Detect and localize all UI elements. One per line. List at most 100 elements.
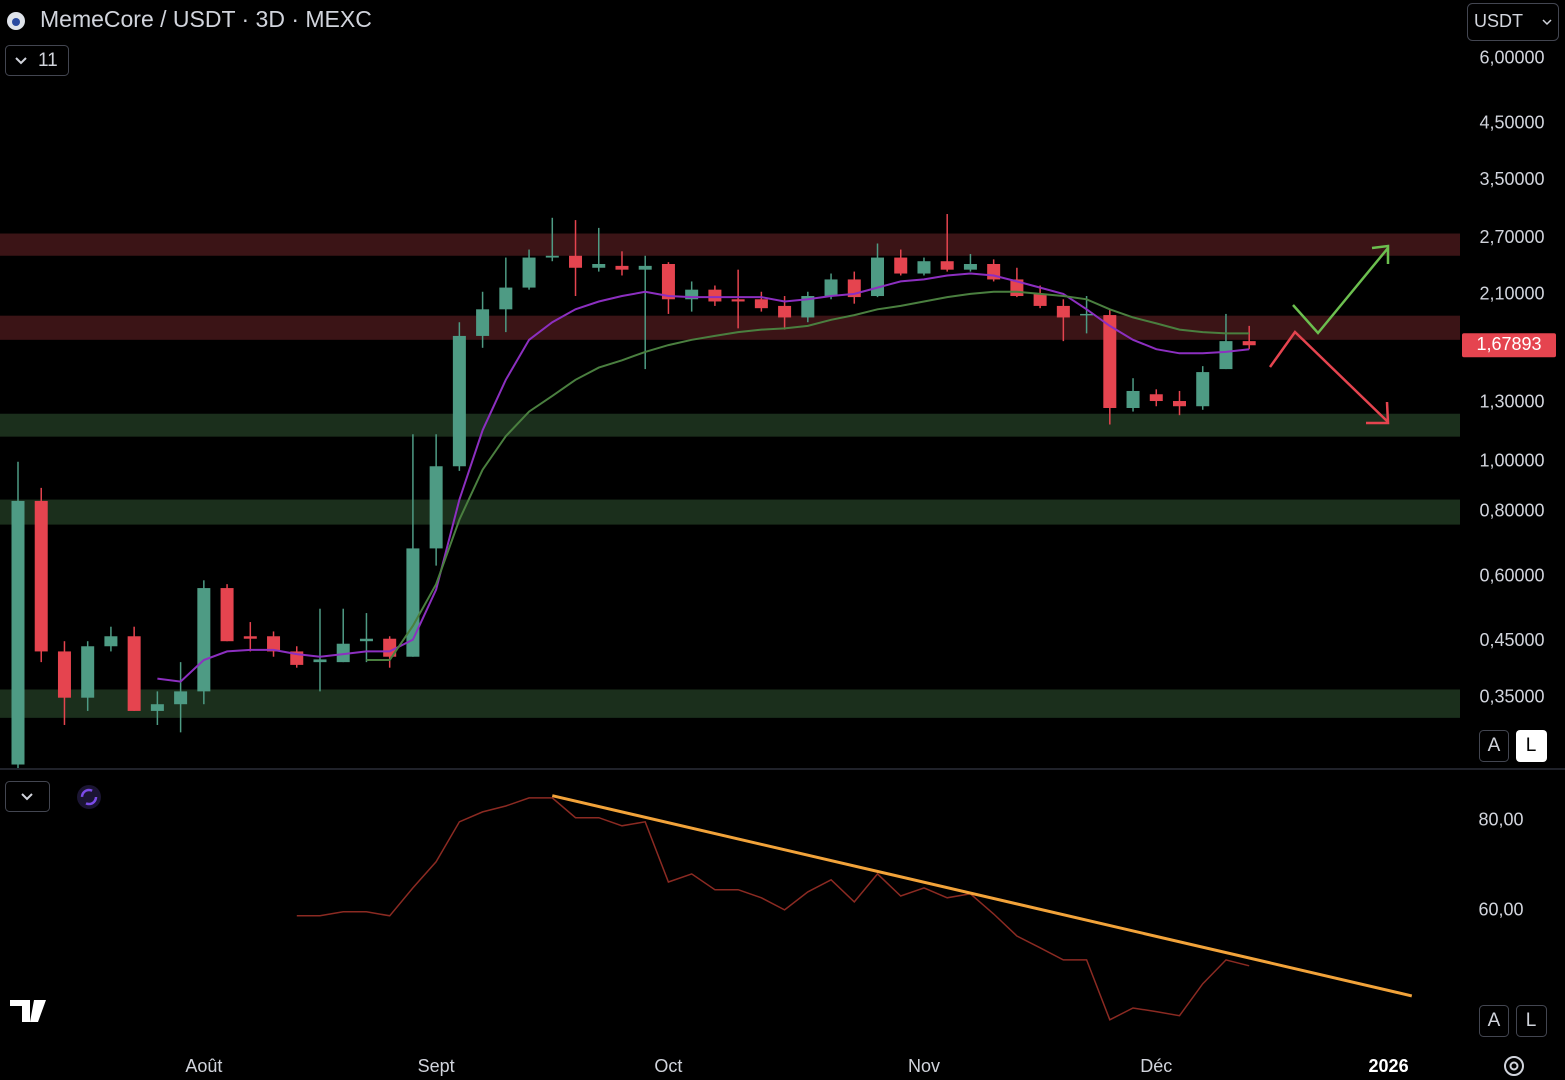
candle-body xyxy=(127,636,141,711)
candle-body xyxy=(1103,315,1117,408)
candle-body xyxy=(801,296,815,318)
candle-body xyxy=(267,636,281,652)
indicator-count: 11 xyxy=(38,50,58,71)
log-scale-button[interactable] xyxy=(1516,1005,1547,1037)
trendline xyxy=(551,794,1413,998)
chevron-icon xyxy=(1542,19,1552,26)
candle-body xyxy=(522,257,536,288)
y-tick-label: 60,00 xyxy=(1478,900,1523,920)
candle-body xyxy=(638,265,652,270)
candle-body xyxy=(150,704,164,711)
candle-body xyxy=(313,659,327,663)
candle-body xyxy=(963,264,977,270)
auto-scale-label: A xyxy=(1488,735,1501,756)
last-price-box xyxy=(1462,333,1556,358)
candle-body xyxy=(197,588,211,692)
last-price-label: 1,67893 xyxy=(1476,334,1541,354)
candle-body xyxy=(1126,390,1140,408)
candle-body xyxy=(1219,341,1233,370)
candle-body xyxy=(476,309,490,336)
candle-body xyxy=(685,289,699,300)
candle-body xyxy=(894,257,908,274)
up-arrow xyxy=(1292,244,1390,335)
x-tick-label: Oct xyxy=(654,1056,682,1076)
y-tick-label: 3,50000 xyxy=(1479,169,1544,189)
candle-body xyxy=(731,299,745,302)
indicator-icon-ring xyxy=(80,788,98,806)
candle-body xyxy=(1196,372,1210,407)
indicator-toggle[interactable] xyxy=(5,45,69,76)
candle-body xyxy=(243,636,257,639)
y-tick-label: 80,00 xyxy=(1478,810,1523,830)
candle-body xyxy=(220,588,234,642)
candle-body xyxy=(778,305,792,318)
rsi-pane xyxy=(296,794,1413,1021)
y-tick-label: 2,70000 xyxy=(1479,227,1544,247)
chevron-icon xyxy=(15,57,27,65)
y-tick-label: 1,30000 xyxy=(1479,391,1544,411)
currency-select[interactable] xyxy=(1467,3,1559,41)
candle-body xyxy=(1080,313,1094,316)
y-tick-label: 4,50000 xyxy=(1479,112,1544,132)
candle-body xyxy=(661,264,675,300)
candle-body xyxy=(429,466,443,549)
x-tick-label: Août xyxy=(185,1056,222,1076)
candle-body xyxy=(615,265,629,270)
x-tick-label: Nov xyxy=(908,1056,940,1076)
auto-scale-label: A xyxy=(1488,1010,1501,1031)
x-tick-label: Sept xyxy=(418,1056,455,1076)
candle-body xyxy=(81,646,95,698)
candle-body xyxy=(545,255,559,258)
y-tick-label: 2,10000 xyxy=(1479,284,1544,304)
zone xyxy=(0,233,1460,256)
candle-body xyxy=(174,691,188,705)
y-tick-label: 0,45000 xyxy=(1479,630,1544,650)
zones xyxy=(0,233,1460,718)
chart-title: MemeCore / USDT · 3D · MEXC xyxy=(40,6,372,32)
auto-scale-button[interactable] xyxy=(1479,1005,1509,1037)
moving-average xyxy=(366,290,1250,661)
candle-body xyxy=(592,264,606,268)
zone xyxy=(0,689,1460,718)
zone xyxy=(0,413,1460,437)
candle-body xyxy=(104,636,118,647)
x-tick-label: 2026 xyxy=(1369,1056,1409,1076)
log-scale-label: L xyxy=(1526,1010,1537,1031)
zone xyxy=(0,315,1460,340)
y-tick-label: 1,00000 xyxy=(1479,450,1544,470)
chevron-icon xyxy=(21,793,33,801)
pane-toggle[interactable] xyxy=(5,781,50,812)
settings-icon-inner xyxy=(1509,1061,1519,1071)
candle-body xyxy=(452,335,466,467)
auto-scale-button[interactable] xyxy=(1479,730,1509,762)
price-pane xyxy=(11,214,1256,768)
candle-body xyxy=(34,500,48,652)
log-scale-button[interactable] xyxy=(1516,730,1547,762)
y-tick-label: 0,80000 xyxy=(1479,501,1544,521)
candle-body xyxy=(1056,305,1070,318)
candle-body xyxy=(11,500,25,765)
candle-body xyxy=(1149,394,1163,402)
candle-body xyxy=(1173,401,1186,407)
candle-body xyxy=(708,289,722,302)
currency-label: USDT xyxy=(1474,11,1523,31)
zone xyxy=(0,499,1460,525)
candle-body xyxy=(499,287,513,310)
y-tick-label: 0,35000 xyxy=(1479,686,1544,706)
settings-icon[interactable] xyxy=(1504,1056,1524,1076)
candle-body xyxy=(940,261,954,270)
log-scale-label: L xyxy=(1526,735,1537,756)
candle-body xyxy=(824,279,838,297)
indicator-icon[interactable] xyxy=(77,785,101,809)
candle-body xyxy=(1242,341,1256,346)
candle-body xyxy=(57,651,71,698)
candle-body xyxy=(336,643,350,663)
down-arrow xyxy=(1268,330,1390,425)
candle-body xyxy=(1033,293,1047,306)
rsi-line xyxy=(296,797,1250,1021)
symbol-logo-inner xyxy=(12,18,20,26)
candle-body xyxy=(359,638,373,642)
candle-body xyxy=(917,261,931,274)
